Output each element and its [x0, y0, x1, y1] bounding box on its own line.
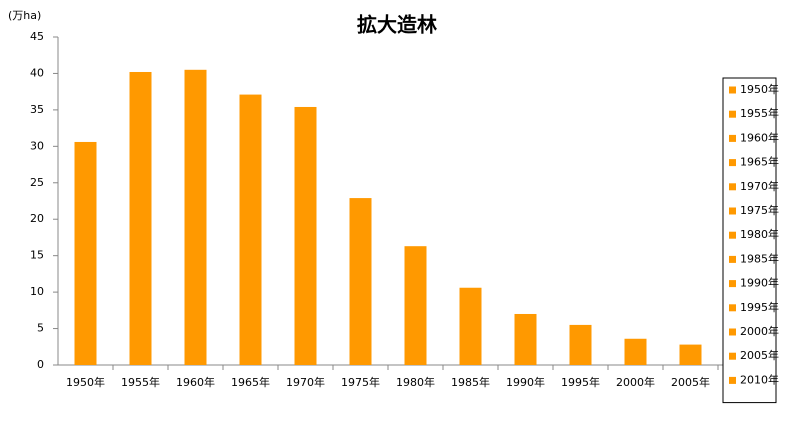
- y-tick-label: 20: [30, 212, 44, 225]
- legend-label: 1960年: [740, 130, 779, 144]
- legend-marker: [729, 328, 736, 336]
- legend-label: 1995年: [740, 300, 779, 314]
- bar: [239, 94, 262, 366]
- bar: [184, 69, 207, 366]
- bar: [404, 246, 427, 365]
- y-tick-label: 5: [37, 322, 44, 335]
- legend-label: 1980年: [740, 227, 779, 241]
- y-tick-label: 30: [30, 139, 44, 152]
- y-tick-label: 40: [30, 66, 44, 79]
- y-tick-label: 15: [30, 249, 44, 262]
- y-tick-label: 25: [30, 176, 44, 189]
- legend-marker: [729, 280, 736, 288]
- bar: [679, 344, 702, 365]
- y-axis-label: (万ha): [8, 9, 41, 22]
- chart-title: 拡大造林: [357, 13, 437, 37]
- legend-marker: [729, 352, 736, 360]
- bar: [459, 287, 482, 365]
- legend-label: 1965年: [740, 155, 779, 169]
- y-tick-label: 0: [37, 358, 44, 371]
- legend-label: 1975年: [740, 203, 779, 217]
- legend-label: 1985年: [740, 251, 779, 265]
- legend-label: 2000年: [740, 324, 779, 338]
- x-tick-label: 1965年: [231, 375, 270, 389]
- legend-marker: [729, 376, 736, 384]
- y-tick-label: 10: [30, 285, 44, 298]
- x-tick-label: 2000年: [616, 375, 655, 389]
- legend-marker: [729, 231, 736, 239]
- legend-marker: [729, 183, 736, 191]
- x-tick-label: 1990年: [506, 375, 545, 389]
- bar: [569, 324, 592, 365]
- legend-label: 1970年: [740, 179, 779, 193]
- x-tick-label: 1970年: [286, 375, 325, 389]
- x-tick-label: 1980年: [396, 375, 435, 389]
- x-tick-label: 1950年: [66, 375, 105, 389]
- bar: [129, 71, 152, 365]
- x-tick-label: 1995年: [561, 375, 600, 389]
- bar: [514, 313, 537, 365]
- legend-marker: [729, 207, 736, 215]
- legend-label: 1950年: [740, 82, 779, 96]
- x-tick-label: 1985年: [451, 375, 490, 389]
- legend-marker: [729, 110, 736, 118]
- legend-marker: [729, 159, 736, 167]
- x-tick-label: 2005年: [671, 375, 710, 389]
- bar: [294, 106, 317, 366]
- legend-label: 2010年: [740, 372, 779, 386]
- y-tick-label: 35: [30, 103, 44, 116]
- legend-marker: [729, 255, 736, 263]
- x-tick-label: 1975年: [341, 375, 380, 389]
- x-tick-label: 1960年: [176, 375, 215, 389]
- legend-label: 2005年: [740, 348, 779, 362]
- legend-label: 1955年: [740, 106, 779, 120]
- bar: [624, 338, 647, 365]
- bar: [74, 141, 97, 365]
- y-tick-label: 45: [30, 30, 44, 43]
- legend-marker: [729, 134, 736, 142]
- legend-marker: [729, 86, 736, 94]
- legend-label: 1990年: [740, 276, 779, 290]
- legend-marker: [729, 304, 736, 312]
- x-tick-label: 1955年: [121, 375, 160, 389]
- bar: [349, 198, 372, 365]
- legend-box: [722, 77, 777, 404]
